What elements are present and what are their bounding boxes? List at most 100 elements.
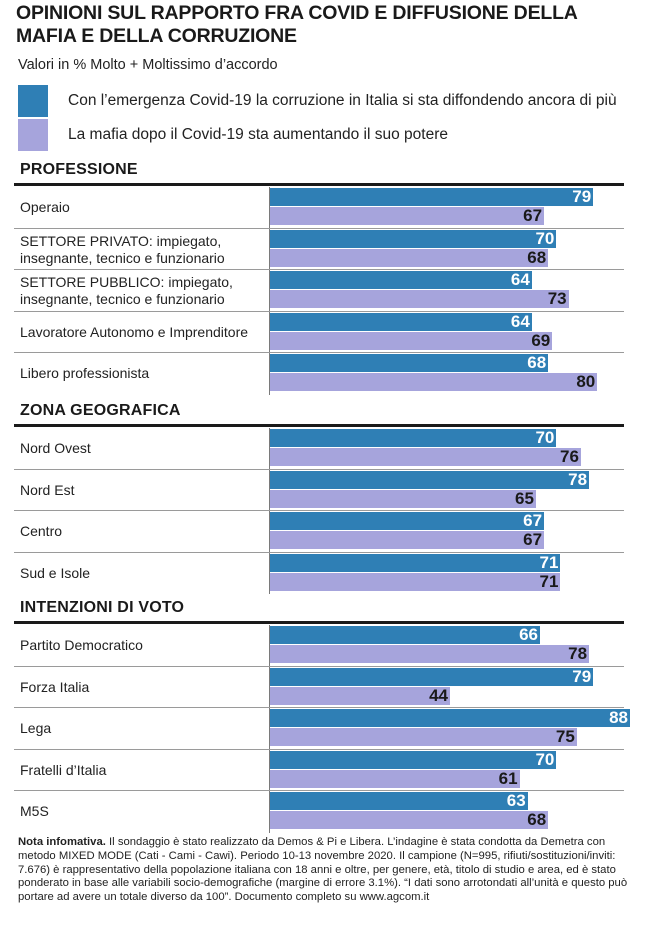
bar-mafia-settore-pubblico-impiegato-insegnante-tecnico-e-funzionario: 73 [270,289,569,308]
row-label-libero-professionista: Libero professionista [20,365,150,381]
row-label-lega: Lega [20,720,52,736]
chart-subtitle: Valori in % Molto + Moltissimo d’accordo [18,57,278,73]
bar-value-label: 64 [510,311,530,331]
section-title-professione: PROFESSIONE [20,161,138,178]
row-label-nord-est: Nord Est [20,481,75,498]
bar-mafia-libero-professionista: 80 [270,372,598,391]
bar-corruzione-settore-pubblico-impiegato-insegnante-tecnico-e-funzionario: 64 [270,270,532,289]
note-label: Nota infomativa. [18,836,106,848]
bar-value-label: 68 [527,353,547,372]
row-separator [14,707,624,708]
legend-swatch-corruzione [18,85,48,117]
bar-mafia-fratelli-d-italia: 61 [270,768,520,788]
bar-corruzione-sud-e-isole: 71 [270,552,561,572]
bar-mafia-partito-democratico: 78 [270,644,590,663]
row-separator [14,665,624,667]
legend-item-mafia: La mafia dopo il Covid-19 sta aumentando… [18,118,448,152]
bar-corruzione-libero-professionista: 68 [270,353,549,372]
row-label-forza-italia: Forza Italia [20,678,90,695]
row-label-lavoratore-autonomo-e-imprenditore: Lavoratore Autonomo e Imprenditore [20,323,249,340]
row-label-settore-privato-impiegato-insegnante-tecnico-e-funzionario: SETTORE PRIVATO: impiegato, insegnante, … [20,232,225,266]
section-rule [14,621,624,624]
bar-value-label: 67 [523,206,543,225]
bar-corruzione-lavoratore-autonomo-e-imprenditore: 64 [270,311,532,331]
bar-mafia-nord-ovest: 76 [270,447,581,466]
bar-corruzione-m5s: 63 [270,791,528,810]
bar-value-label: 65 [514,488,534,508]
bar-value-label: 61 [498,768,518,788]
bar-mafia-centro: 67 [270,530,545,549]
bar-value-label: 70 [535,228,555,248]
bar-value-label: 88 [609,708,628,727]
axis-line [269,187,270,395]
axis-line [269,625,270,833]
bar-value-label: 80 [576,372,596,391]
row-separator [14,310,624,312]
row-separator [14,748,624,750]
bar-corruzione-lega: 88 [270,708,630,727]
bar-value-label: 73 [547,289,567,308]
bar-mafia-m5s: 68 [270,810,549,829]
row-separator [14,468,624,470]
bar-value-label: 64 [510,270,530,289]
bar-value-label: 78 [568,469,588,489]
row-separator [14,551,624,553]
bar-corruzione-nord-ovest: 70 [270,428,557,447]
bar-mafia-forza-italia: 44 [270,685,450,705]
row-separator [14,790,624,791]
section-title-intenzioni-di-voto: INTENZIONI DI VOTO [20,599,185,616]
legend-label-mafia: La mafia dopo il Covid-19 sta aumentando… [68,126,448,143]
row-label-operaio: Operaio [20,199,70,215]
row-label-fratelli-d-italia: Fratelli d’Italia [20,761,107,778]
bar-value-label: 63 [506,791,526,810]
bar-value-label: 79 [572,666,592,686]
bar-corruzione-fratelli-d-italia: 70 [270,749,557,769]
row-label-sud-e-isole: Sud e Isole [20,564,91,581]
legend-swatch-mafia [18,119,48,151]
section-rule [14,424,624,427]
bar-value-label: 69 [531,330,551,350]
row-label-nord-ovest: Nord Ovest [20,440,91,456]
bar-mafia-settore-privato-impiegato-insegnante-tecnico-e-funzionario: 68 [270,248,549,267]
bar-mafia-sud-e-isole: 71 [270,571,561,591]
bar-value-label: 71 [539,571,559,591]
bar-value-label: 67 [523,511,543,530]
row-label-settore-pubblico-impiegato-insegnante-tecnico-e-funzionario: SETTORE PUBBLICO: impiegato, insegnante,… [20,274,233,307]
row-separator [14,227,624,229]
section-title-zona-geografica: ZONA GEOGRAFICA [20,402,181,419]
bar-mafia-operaio: 67 [270,206,545,225]
bar-mafia-nord-est: 65 [270,488,536,508]
bar-value-label: 70 [535,428,555,447]
row-separator [14,269,624,270]
bar-mafia-lavoratore-autonomo-e-imprenditore: 69 [270,330,553,350]
bar-value-label: 67 [523,530,543,549]
bar-corruzione-forza-italia: 79 [270,666,594,686]
bar-value-label: 76 [559,447,579,466]
row-label-partito-democratico: Partito Democratico [20,637,143,653]
bar-value-label: 44 [429,685,448,705]
row-separator [14,352,624,353]
row-label-centro: Centro [20,523,63,539]
bar-value-label: 78 [568,644,588,663]
bar-corruzione-partito-democratico: 66 [270,625,540,644]
row-label-m5s: M5S [20,803,49,819]
section-rule [14,183,624,186]
bar-value-label: 75 [555,727,575,746]
axis-line [269,428,270,594]
bar-value-label: 71 [539,552,559,572]
legend-label-corruzione: Con l’emergenza Covid-19 la corruzione i… [68,92,617,109]
bar-value-label: 68 [527,810,547,829]
bar-corruzione-nord-est: 78 [270,469,590,489]
info-note: Nota infomativa. Il sondaggio è stato re… [18,836,633,905]
bar-corruzione-settore-privato-impiegato-insegnante-tecnico-e-funzionario: 70 [270,228,557,248]
bar-value-label: 70 [535,749,555,769]
bar-mafia-lega: 75 [270,727,577,746]
bar-corruzione-operaio: 79 [270,187,594,206]
chart-title: OPINIONI SUL RAPPORTO FRA COVID E DIFFUS… [16,2,577,47]
bar-corruzione-centro: 67 [270,511,545,530]
note-text: Il sondaggio è stato realizzato da Demos… [18,836,628,904]
bar-value-label: 66 [519,625,538,644]
row-separator [14,510,624,511]
legend-item-corruzione: Con l’emergenza Covid-19 la corruzione i… [18,84,617,118]
bar-value-label: 79 [572,187,592,206]
